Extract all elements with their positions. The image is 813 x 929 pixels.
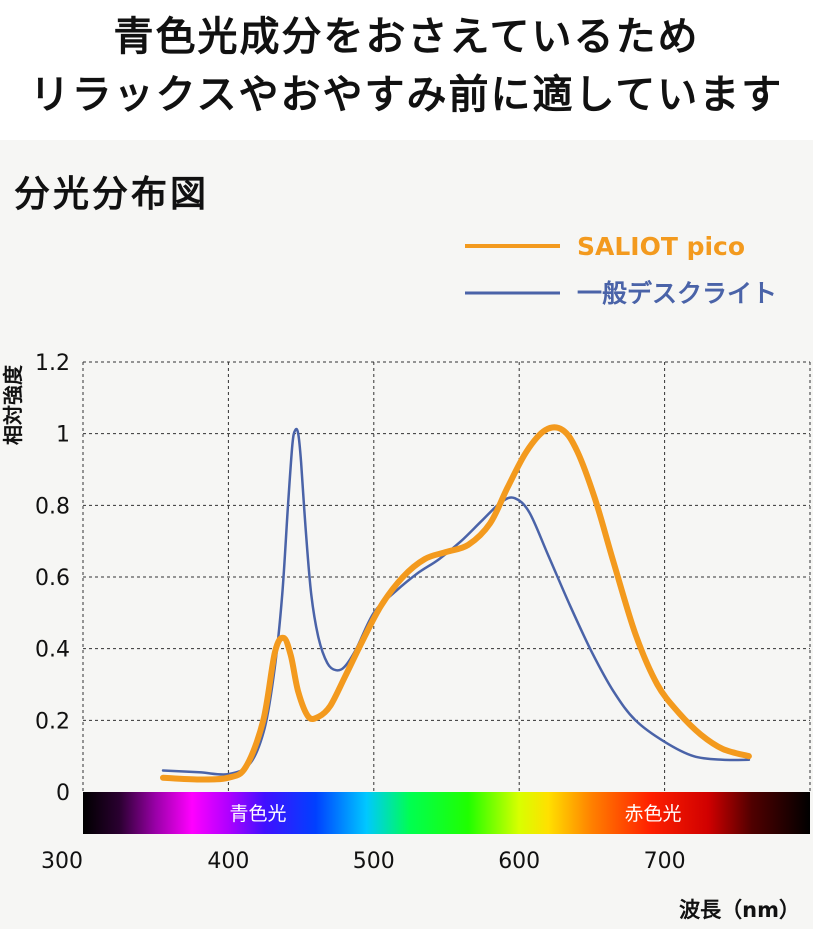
red-light-label: 赤色光 — [624, 803, 681, 825]
legend-label: 一般デスクライト — [577, 279, 777, 308]
y-tick-label: 1.2 — [35, 351, 70, 376]
x-tick-label: 600 — [498, 849, 540, 874]
x-tick-label: 700 — [644, 849, 686, 874]
series-line-desk-light — [161, 427, 751, 776]
x-axis-title: 波長（nm） — [679, 898, 800, 922]
legend: SALIOT pico 一般デスクライト — [465, 232, 777, 308]
headline-line-2: リラックスやおやすみ前に適しています — [29, 72, 784, 118]
x-tick-label: 400 — [207, 849, 249, 874]
y-tick-label: 0.8 — [35, 494, 70, 519]
headline-line-1: 青色光成分をおさえているため — [113, 14, 700, 60]
y-axis-title: 相対強度 — [1, 364, 25, 445]
x-tick-label: 500 — [353, 849, 395, 874]
x-tick-label: 300 — [41, 849, 83, 874]
blue-light-label: 青色光 — [229, 803, 286, 825]
y-tick-label: 1 — [56, 423, 70, 448]
y-tick-label: 0.4 — [35, 638, 70, 663]
series-line-saliot-pico — [160, 424, 752, 783]
grid-lines — [82, 361, 811, 792]
spectrum-band — [83, 792, 810, 834]
y-tick-label: 0.6 — [35, 566, 70, 591]
y-tick-label: 0 — [56, 781, 70, 806]
legend-label: SALIOT pico — [577, 232, 745, 261]
chart-title: 分光分布図 — [14, 174, 210, 215]
axis-labels: 0 0.2 0.4 0.6 0.8 1 1.2 300 400 500 600 700 波長（nm） 相対… — [1, 351, 800, 922]
series-lines — [160, 424, 752, 783]
y-tick-label: 0.2 — [35, 709, 70, 734]
